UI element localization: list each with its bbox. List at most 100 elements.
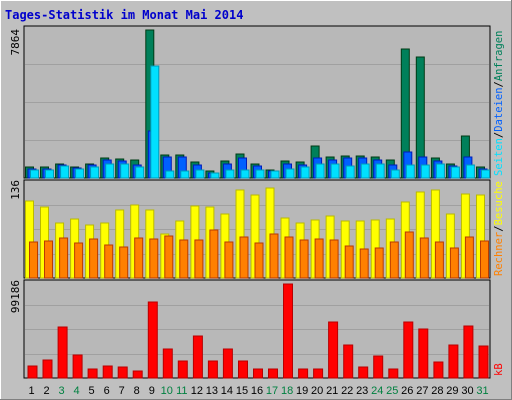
bar-rechner-day-12 [194,239,204,279]
bar-seiten-day-23 [360,163,370,179]
bar-kb-day-12 [192,335,203,379]
bar-seiten-day-31 [481,169,490,179]
day-label-24: 24 [371,385,383,397]
bar-seiten-day-29 [450,166,460,179]
bar-seiten-day-15 [240,169,250,179]
bar-seiten-day-6 [105,163,115,179]
bar-rechner-day-21 [329,239,339,279]
bar-seiten-day-5 [90,166,100,179]
day-label-27: 27 [416,385,428,397]
day-label-5: 5 [89,385,95,397]
bar-seiten-day-22 [345,165,355,179]
day-label-12: 12 [191,385,203,397]
bar-seiten-day-9 [150,65,160,179]
day-label-30: 30 [461,385,473,397]
bar-kb-day-23 [358,366,369,379]
bar-rechner-day-23 [359,248,369,279]
bar-kb-day-15 [238,360,248,379]
bar-rechner-day-2 [44,240,53,279]
bar-kb-day-21 [328,321,339,379]
day-label-2: 2 [43,385,49,397]
bar-rechner-day-26 [404,231,414,279]
bar-rechner-day-1 [29,241,38,279]
bar-rechner-day-8 [134,237,144,279]
bar-kb-day-24 [373,355,384,379]
bar-seiten-day-14 [225,169,235,179]
bar-kb-day-20 [313,368,324,379]
day-label-6: 6 [104,385,110,397]
bar-seiten-day-28 [435,163,445,179]
bar-rechner-day-27 [419,237,429,279]
bar-seiten-day-8 [135,166,145,179]
bar-kb-day-1 [27,365,38,379]
bar-kb-day-28 [433,361,444,379]
bar-kb-day-11 [177,360,188,379]
day-label-15: 15 [236,385,248,397]
legend-label-rechner: Rechner [493,232,505,276]
bar-kb-day-31 [478,345,489,379]
legend-label-kb: kB [493,363,505,376]
bar-rechner-day-29 [449,247,459,279]
day-labels: 1 2 3 4 5 6 7 8 9 10 11 12 13 14 15 16 17 18 19 20 21 22 23 24 2… [28,385,488,397]
legend-label-anfragen: Anfragen [493,31,505,82]
bar-rechner-day-25 [389,241,399,279]
day-label-23: 23 [356,385,368,397]
legend-label-besuche: Besuche [493,181,505,225]
day-label-9: 9 [149,385,155,397]
bar-kb-day-26 [403,321,414,379]
bar-kb-day-5 [87,368,98,379]
bar-kb-day-9 [147,301,158,379]
bar-rechner-day-7 [119,246,129,279]
bar-kb-day-8 [132,370,143,379]
day-label-20: 20 [311,385,323,397]
bar-rechner-day-20 [314,238,324,279]
bar-seiten-day-30 [465,164,475,179]
legend-label-dateien: Dateien [493,87,505,131]
bar-rechner-day-14 [224,241,234,279]
day-label-13: 13 [206,385,218,397]
bar-kb-day-27 [418,328,429,379]
bar-kb-day-18 [283,283,293,379]
bar-rechner-day-24 [374,247,384,279]
bar-kb-day-22 [343,344,354,379]
bar-kb-day-19 [298,368,309,379]
bar-kb-day-3 [57,326,68,379]
bar-rechner-day-22 [344,245,354,279]
bar-seiten-day-25 [390,169,400,179]
day-label-4: 4 [74,385,80,397]
legend-separator: / [493,132,505,138]
bar-seiten-day-17 [270,170,280,179]
day-label-21: 21 [326,385,338,397]
bar-seiten-day-27 [420,164,430,179]
day-label-19: 19 [296,385,308,397]
bar-seiten-day-11 [180,170,190,179]
bar-seiten-day-3 [60,165,70,179]
bar-rechner-day-19 [299,239,309,279]
bar-rechner-day-5 [89,238,99,279]
day-label-28: 28 [431,385,443,397]
bar-rechner-day-18 [284,236,294,279]
top-panel-max-label: 7864 [9,29,22,56]
day-label-31: 31 [476,385,488,397]
day-label-25: 25 [386,385,398,397]
day-label-22: 22 [341,385,353,397]
bar-seiten-day-2 [45,169,54,179]
bottom-panel-max-label: 99186 [9,280,22,313]
legend-separator: / [493,81,505,87]
bar-rechner-day-3 [59,237,69,279]
day-label-16: 16 [251,385,263,397]
bar-rechner-day-11 [179,239,189,279]
bar-seiten-day-13 [210,172,220,179]
legend-top: Seiten/Dateien/Anfragen [493,31,505,176]
bar-seiten-day-18 [285,168,295,179]
bar-seiten-day-4 [75,168,85,179]
bar-rechner-day-13 [209,229,219,279]
bar-seiten-day-16 [255,169,265,179]
legend-separator: / [493,225,505,231]
bar-kb-day-7 [117,366,128,379]
day-label-7: 7 [119,385,125,397]
bar-seiten-day-21 [330,163,340,179]
bar-seiten-day-24 [375,163,385,179]
